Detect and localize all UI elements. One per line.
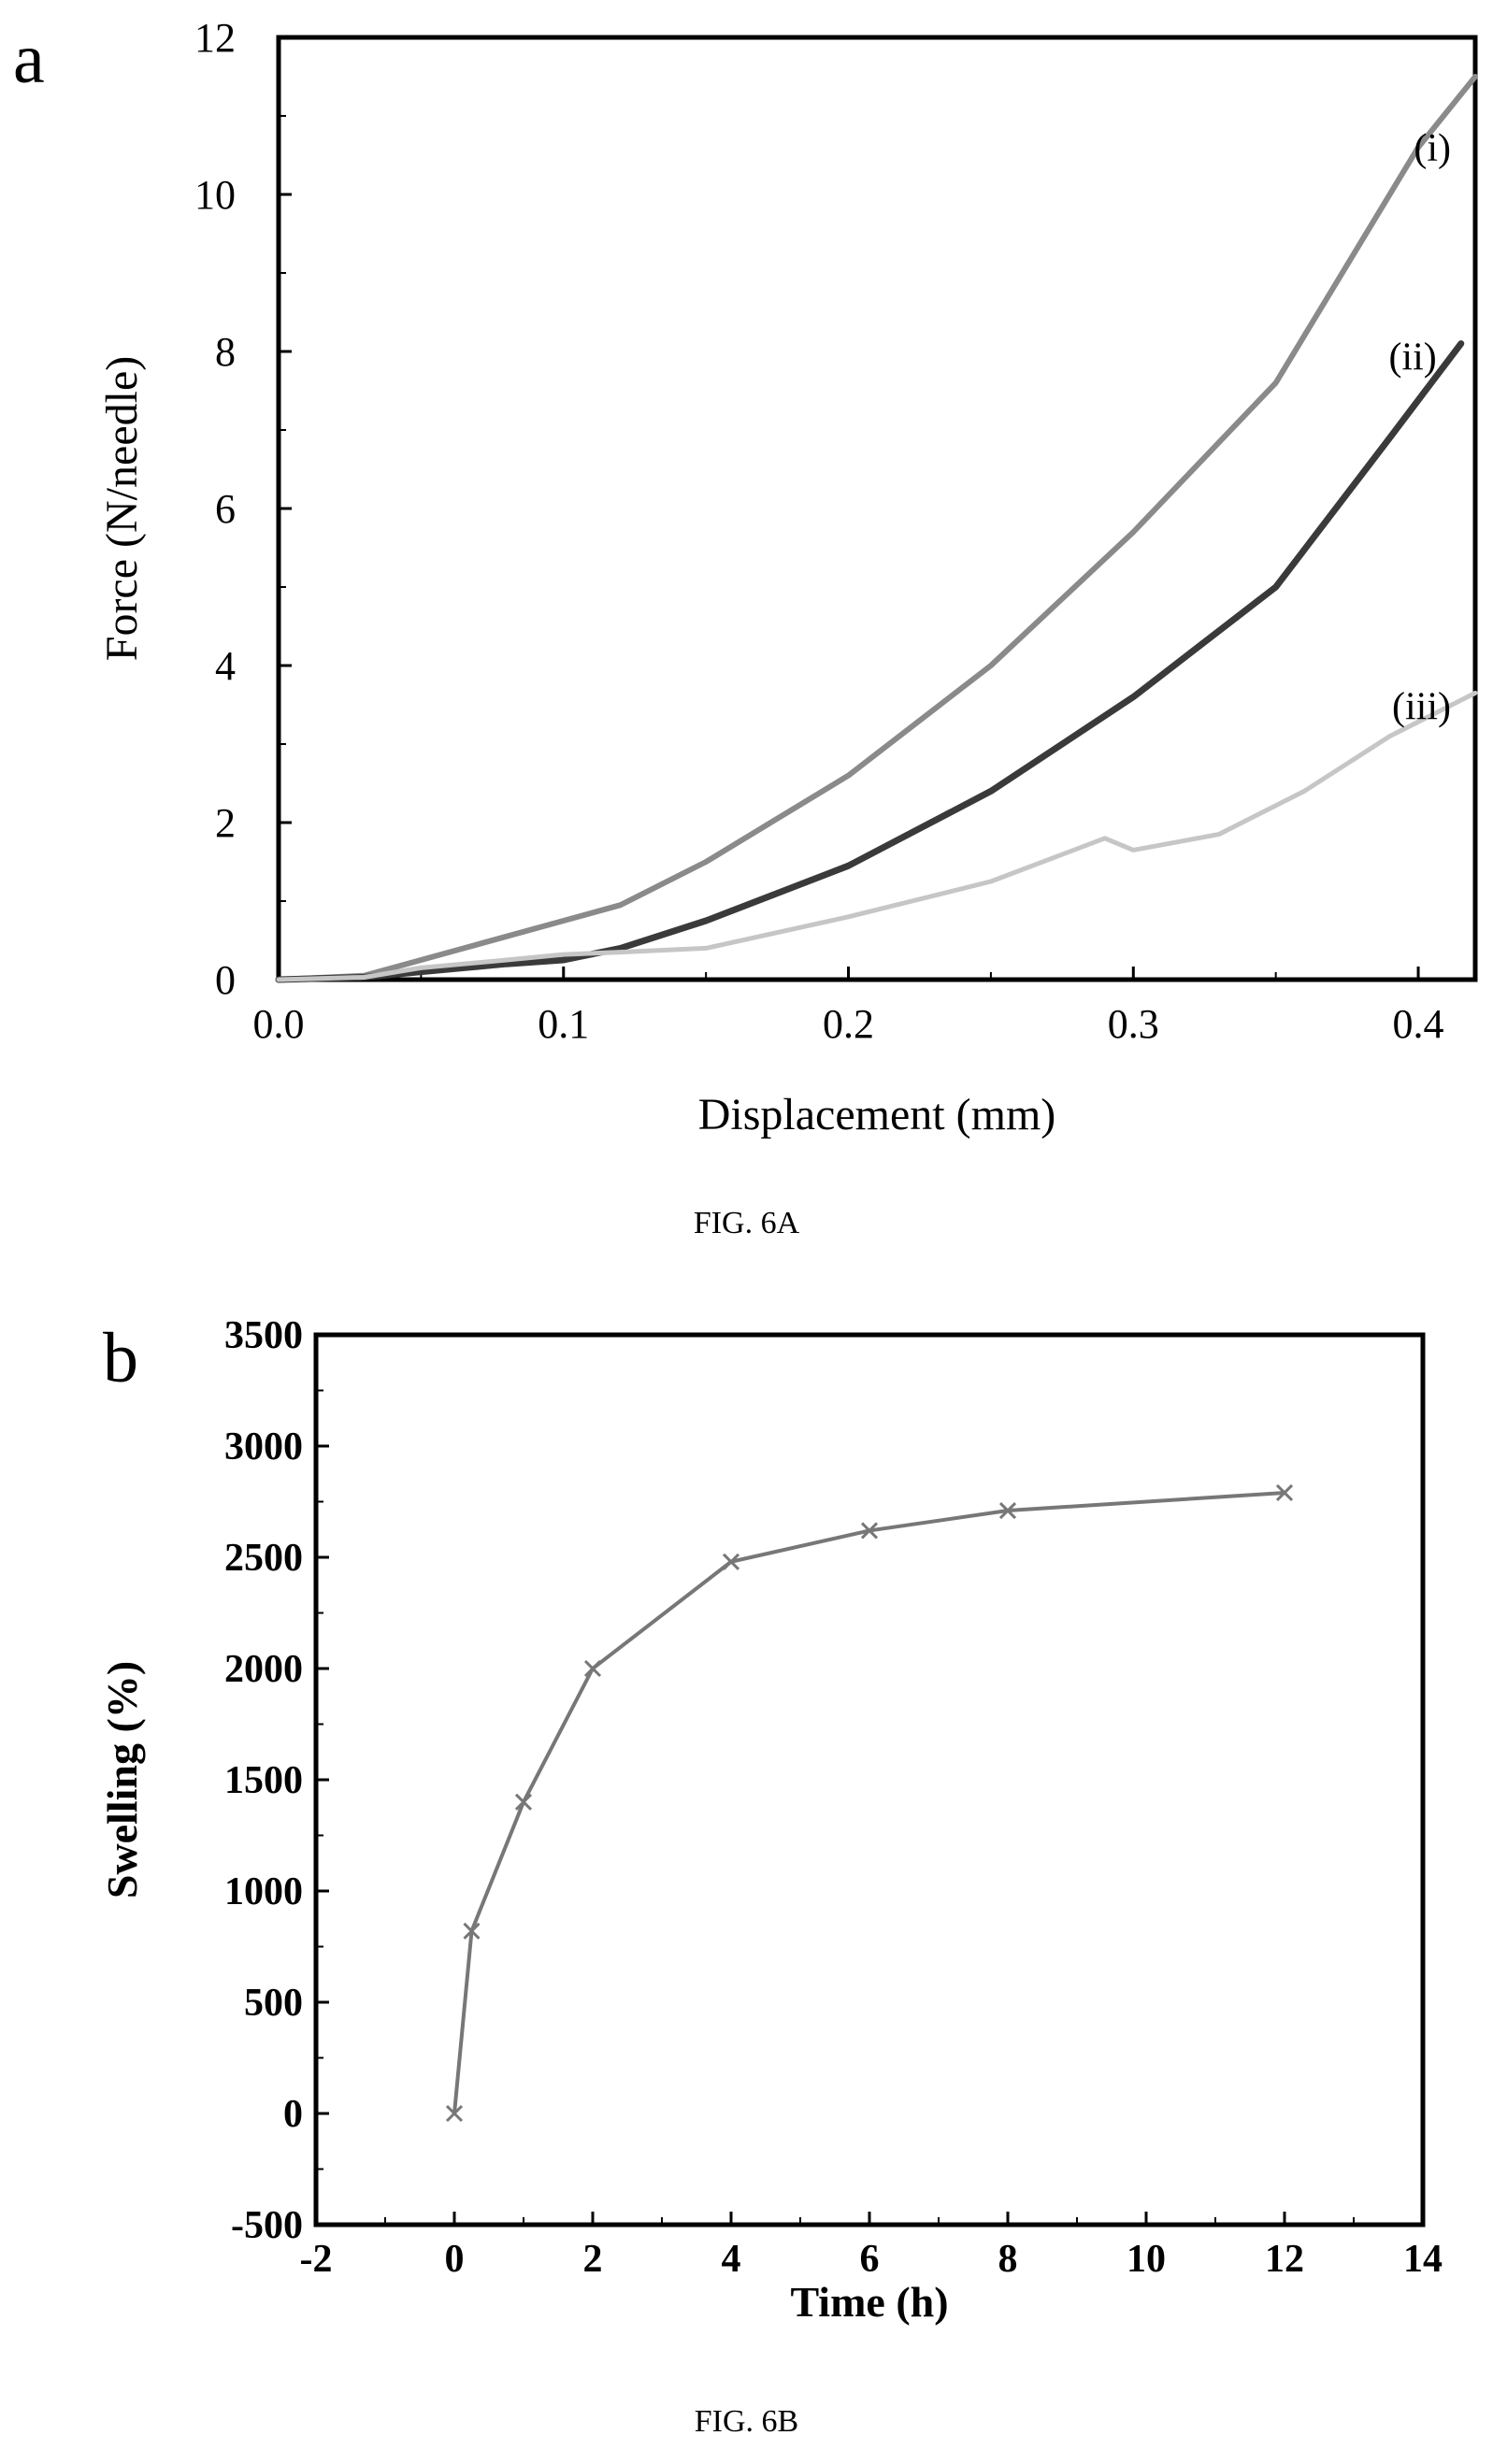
x-tick-label-b: 14 [1403,2238,1443,2281]
x-tick-label-a: 0.2 [823,1001,874,1047]
series-label-iii: (iii) [1392,685,1451,728]
data-point [463,1922,481,1940]
y-tick-label-b: 2500 [224,1537,303,1580]
chart-a: a 0.0 0.1 0.2 0.3 0.4 0 2 4 6 8 10 12 (i) (ii) (iii)… [13,15,1478,1139]
series-line-ii [275,340,1465,983]
x-tick-label-a: 0.3 [1108,1001,1159,1047]
y-tick-label-b: 3000 [224,1425,303,1468]
y-tick-label-a: 2 [215,800,236,846]
x-tick-label-b: 6 [860,2238,880,2281]
data-point-marker [1275,1483,1294,1502]
series-group-a [275,74,1478,983]
x-tick-label-b: -2 [300,2238,333,2281]
panel-letter-a: a [13,20,45,98]
plot-frame-b [313,1332,1426,2228]
x-tick-label-b: 8 [998,2238,1018,2281]
data-point [722,1553,740,1570]
data-point-marker [463,1922,481,1940]
y-tick-label-a: 8 [215,329,236,375]
x-tick-label-b: 0 [445,2238,465,2281]
data-point-marker [722,1553,740,1570]
y-tick-label-a: 0 [215,957,236,1003]
y-tick-label-a: 10 [194,172,236,218]
series-label-i: (i) [1414,127,1451,170]
y-axis-label-a: Force (N/needle) [97,356,147,662]
y-axis-ticks-a: 0 2 4 6 8 10 12 [194,15,292,1003]
figure-caption-b: FIG. 6B [694,2404,799,2439]
y-tick-label-b: 1000 [224,1870,303,1913]
data-point-marker [998,1501,1017,1520]
plot-frame-a [276,35,1478,982]
data-point [998,1501,1017,1520]
series-group-b [445,1483,1294,2123]
figure-caption-a: FIG. 6A [693,1206,800,1240]
series-label-ii: (ii) [1388,337,1436,380]
series-line-i [276,74,1478,982]
y-tick-label-b: 1500 [224,1759,303,1802]
y-tick-label-b: -500 [231,2204,303,2247]
data-point [583,1659,602,1678]
y-tick-label-b: 500 [244,1982,303,2025]
x-tick-label-b: 10 [1127,2238,1166,2281]
y-axis-ticks-b: -500 0 500 1000 1500 2000 2500 3000 3500 [224,1314,329,2247]
x-tick-label-b: 4 [722,2238,741,2281]
x-axis-ticks-b: -2 0 2 4 6 8 10 12 14 [300,2212,1443,2281]
series-line-iii [276,690,1478,982]
chart-b: b -2 0 2 4 6 8 10 12 14 -500 0 500 1000 1500 2000 2500… [98,1314,1443,2326]
y-tick-label-b: 3500 [224,1314,303,1357]
y-tick-label-a: 12 [194,15,236,61]
data-point [514,1793,533,1811]
series-line-swelling [452,1490,1285,2114]
y-axis-label-b: Swelling (%) [98,1661,146,1898]
x-tick-label-a: 0.4 [1393,1001,1444,1047]
x-tick-label-a: 0.1 [538,1001,589,1047]
data-point [445,2104,464,2123]
data-point [860,1522,879,1540]
data-point [1275,1483,1294,1502]
data-point-marker [445,2104,464,2123]
panel-letter-b: b [103,1319,138,1397]
data-point-marker [860,1522,879,1540]
series-labels-a: (i) (ii) (iii) [1388,127,1451,728]
y-tick-label-b: 0 [283,2093,303,2136]
data-point-marker [583,1659,602,1678]
x-tick-label-a: 0.0 [253,1001,305,1047]
data-point-marker [514,1793,533,1811]
x-tick-label-b: 12 [1265,2238,1304,2281]
y-tick-label-a: 6 [215,486,236,532]
x-tick-label-b: 2 [583,2238,603,2281]
x-axis-ticks-a: 0.0 0.1 0.2 0.3 0.4 [253,967,1444,1047]
y-tick-label-a: 4 [215,643,236,689]
y-tick-label-b: 2000 [224,1648,303,1691]
x-axis-label-b: Time (h) [790,2278,948,2326]
x-axis-label-a: Displacement (mm) [698,1090,1056,1139]
